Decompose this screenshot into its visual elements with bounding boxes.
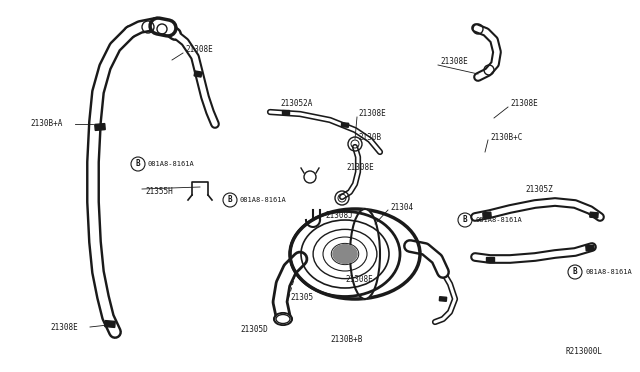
Text: 21308E: 21308E [346, 163, 374, 171]
Text: 21305Z: 21305Z [525, 186, 553, 195]
Text: 2130B: 2130B [358, 132, 381, 141]
Text: 21308E: 21308E [510, 99, 538, 109]
Text: 21308J: 21308J [325, 211, 353, 219]
Text: 21305: 21305 [290, 292, 313, 301]
Bar [194, 71, 202, 77]
Text: 2130B+A: 2130B+A [30, 119, 62, 128]
Ellipse shape [276, 314, 290, 324]
Text: 2130B+B: 2130B+B [330, 336, 362, 344]
Bar [486, 257, 494, 262]
Text: R213000L: R213000L [565, 347, 602, 356]
Text: 21305D: 21305D [240, 326, 268, 334]
Bar [590, 212, 598, 218]
Text: 081A8-8161A: 081A8-8161A [148, 161, 195, 167]
Text: 21308E: 21308E [185, 45, 212, 55]
Bar [586, 245, 594, 251]
Text: 2130B+C: 2130B+C [490, 132, 522, 141]
Text: B: B [136, 160, 140, 169]
Ellipse shape [290, 212, 400, 296]
Ellipse shape [350, 209, 380, 299]
Bar [95, 124, 105, 131]
Text: 21355H: 21355H [145, 187, 173, 196]
Bar [282, 110, 289, 114]
Text: 081A8-8161A: 081A8-8161A [585, 269, 632, 275]
Text: 081A8-8161A: 081A8-8161A [240, 197, 287, 203]
Text: 21304: 21304 [390, 202, 413, 212]
Bar [483, 212, 492, 218]
Text: B: B [228, 196, 232, 205]
Text: 081A8-8161A: 081A8-8161A [475, 217, 522, 223]
Text: B: B [573, 267, 577, 276]
Bar [439, 297, 447, 301]
Ellipse shape [333, 245, 357, 263]
Text: 21308E: 21308E [440, 58, 468, 67]
Text: 213052A: 213052A [280, 99, 312, 109]
Text: 21308E: 21308E [50, 323, 77, 331]
Text: B: B [463, 215, 467, 224]
Text: 21308E: 21308E [358, 109, 386, 119]
Text: 21308E: 21308E [345, 276, 372, 285]
Bar [105, 321, 115, 327]
Bar [341, 123, 349, 127]
